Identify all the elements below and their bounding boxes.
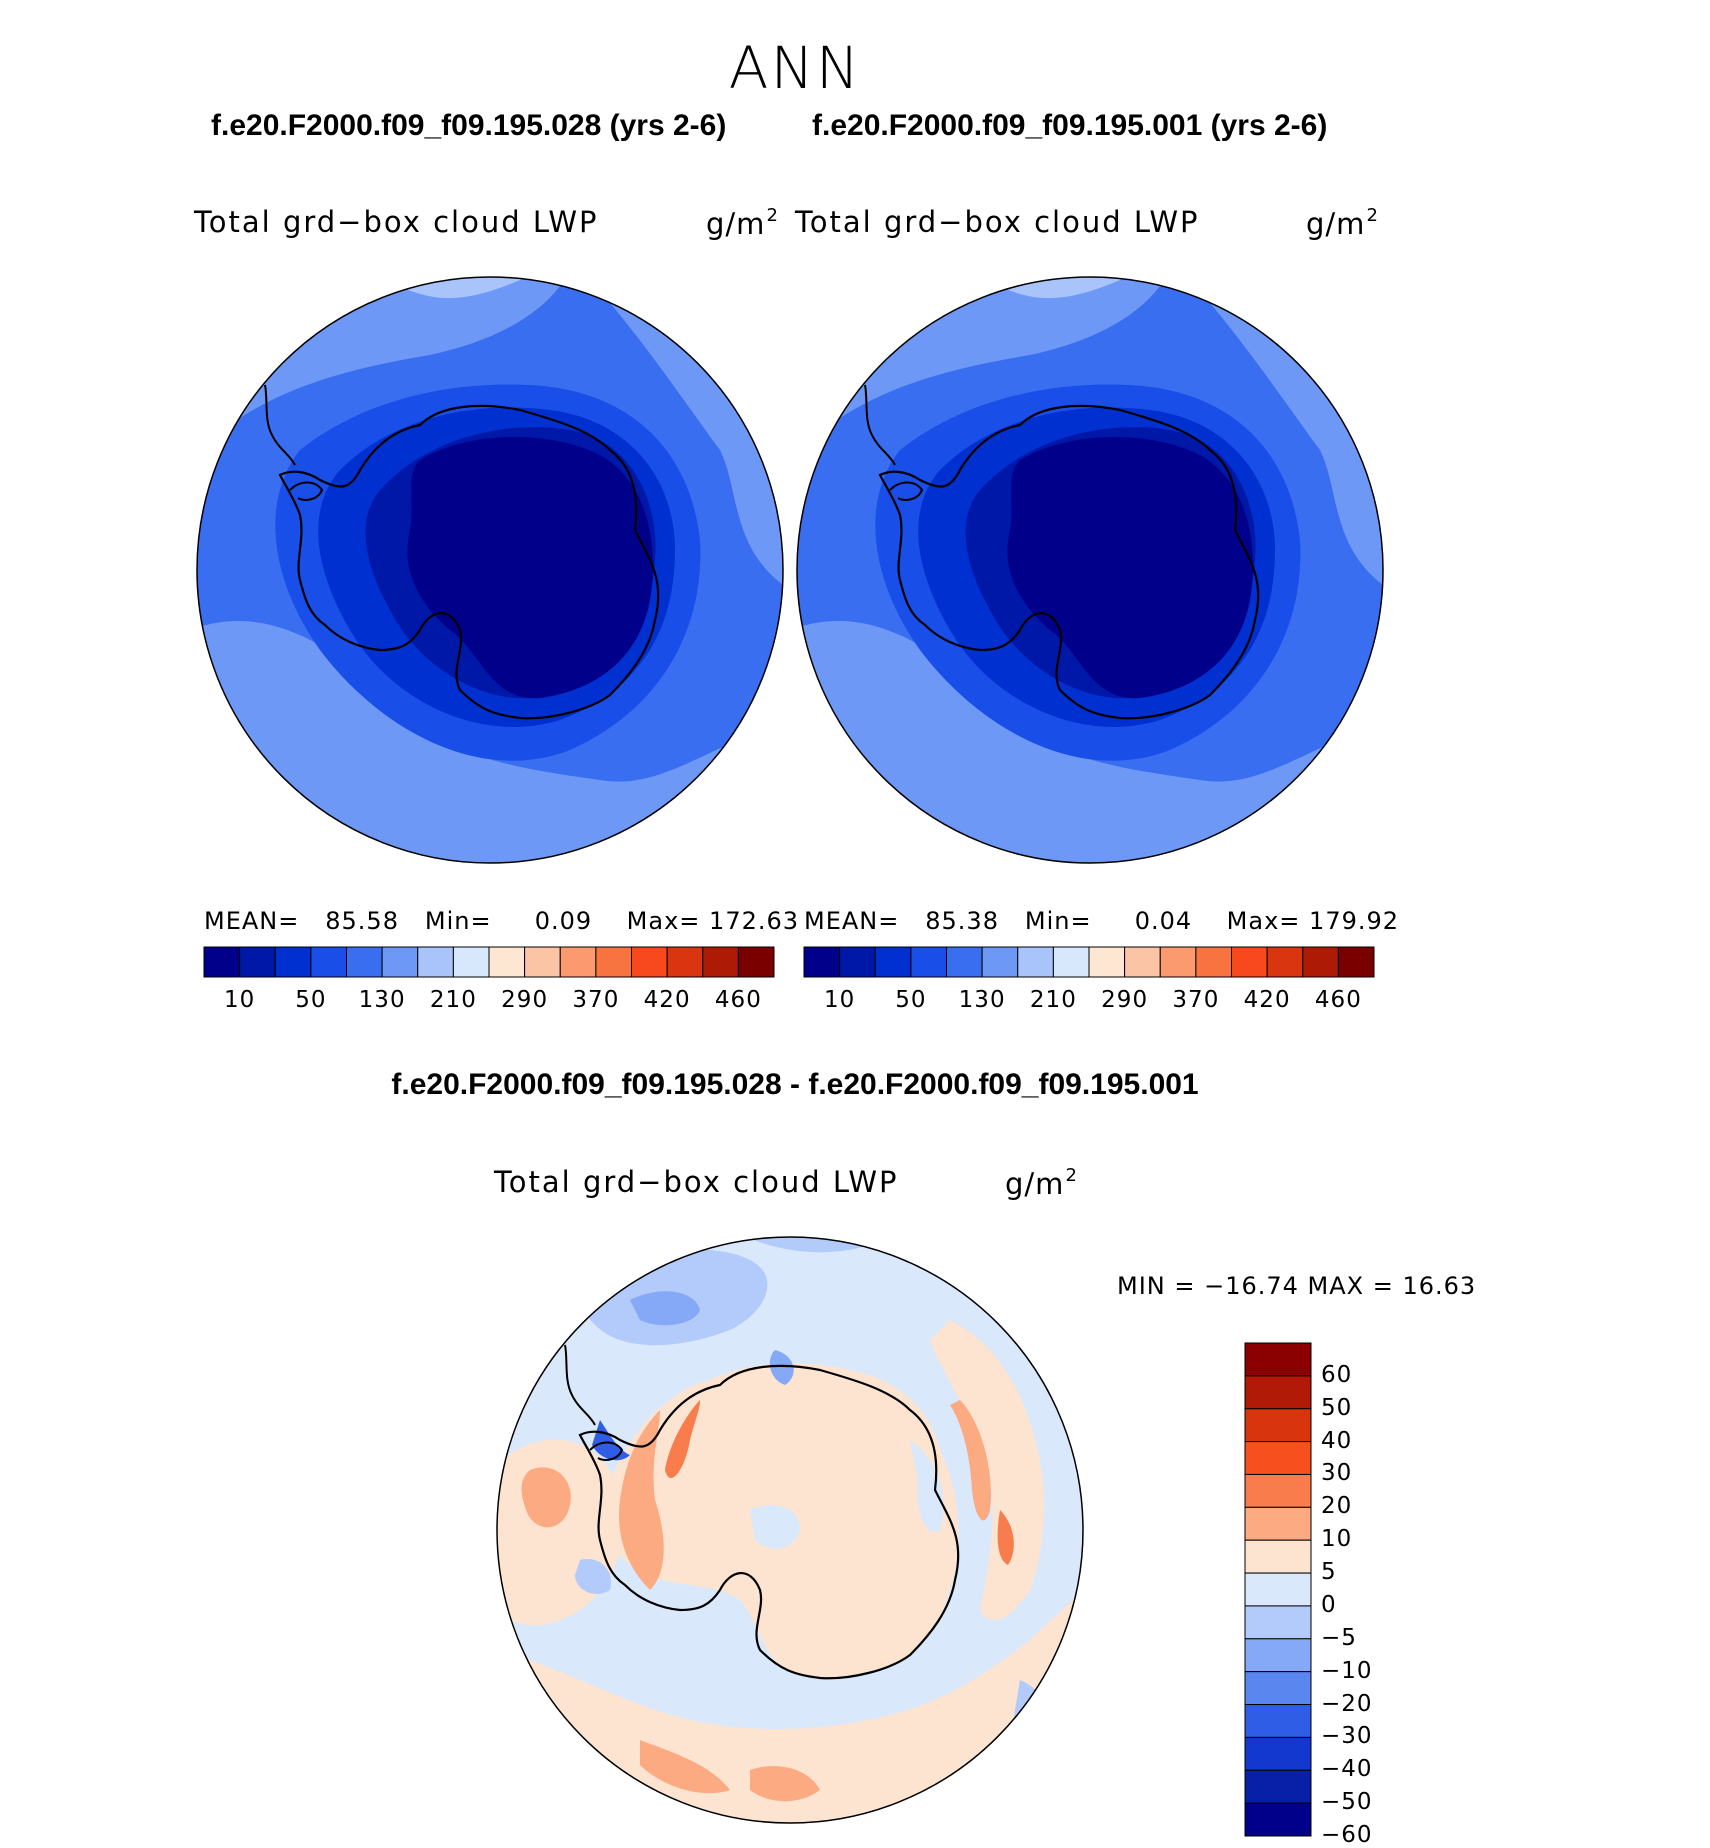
colorbar-swatch: [1302, 946, 1339, 978]
colorbar-swatch: [1244, 1408, 1312, 1443]
stats-left: MEAN= 85.58 Min= 0.09 Max= 172.63: [204, 907, 800, 935]
colorbar-swatch: [239, 946, 276, 978]
colorbar-swatch: [524, 946, 561, 978]
colorbar-swatch: [1244, 1671, 1312, 1706]
colorbar-tick-label: 30: [1321, 1460, 1353, 1487]
colorbar-tick-label: −10: [1321, 1657, 1373, 1684]
colorbar-tick-label: 20: [1321, 1493, 1353, 1520]
colorbar-swatch: [1231, 946, 1268, 978]
colorbar-tick-label: 210: [1029, 987, 1077, 1013]
colorbar-tick-label: −20: [1321, 1690, 1373, 1717]
season-title: ANN: [728, 34, 862, 102]
colorbar-tick-label: 50: [1321, 1394, 1353, 1421]
colorbar-swatch: [1088, 946, 1126, 978]
colorbar-swatch: [1017, 946, 1054, 978]
colorbar-swatch: [1244, 1441, 1312, 1475]
colorbar-tick-label: 290: [501, 987, 549, 1013]
var-title-left: Total grd−box cloud LWP: [194, 205, 599, 239]
colorbar-swatch: [1195, 946, 1232, 978]
colorbar-swatch: [910, 946, 947, 978]
colorbar-swatch: [946, 946, 983, 978]
colorbar-swatch: [381, 946, 419, 978]
colorbar-swatch: [1244, 1506, 1312, 1541]
colorbar-tick-label: 10: [1321, 1526, 1353, 1553]
colorbar-tick-label: 460: [714, 987, 762, 1013]
var-title-diff: Total grd−box cloud LWP: [494, 1165, 899, 1199]
colorbar-swatch: [1244, 1572, 1312, 1607]
colorbar-tick-label: 130: [358, 987, 406, 1013]
colorbar-swatch: [559, 946, 597, 978]
colorbar-tick-label: 60: [1321, 1361, 1353, 1388]
map-border-left: [196, 276, 784, 864]
colorbar-tick-label: −5: [1321, 1624, 1357, 1651]
colorbar-swatch: [274, 946, 312, 978]
units-diff: g/m2: [1005, 1165, 1078, 1201]
colorbar-swatch: [981, 946, 1019, 978]
colorbar-tick-label: 420: [1243, 987, 1291, 1013]
colorbar-tick-label: 10: [223, 987, 256, 1013]
colorbar-swatch: [1244, 1638, 1312, 1673]
colorbar-swatch: [631, 946, 668, 978]
colorbar-swatch: [1159, 946, 1197, 978]
colorbar-swatch: [874, 946, 912, 978]
stats-right: MEAN= 85.38 Min= 0.04 Max= 179.92: [804, 907, 1400, 935]
colorbar-swatch: [1266, 946, 1304, 978]
colorbar-swatch: [595, 946, 632, 978]
colorbar-tick-label: −40: [1321, 1756, 1373, 1783]
colorbar-swatch: [702, 946, 739, 978]
difference-title: f.e20.F2000.f09_f09.195.028 - f.e20.F200…: [391, 1068, 1199, 1101]
diff-minmax: MIN = −16.74 MAX = 16.63: [1117, 1272, 1477, 1300]
colorbar-tick-label: 50: [895, 987, 927, 1013]
units-left: g/m2: [706, 205, 779, 241]
units-right: g/m2: [1306, 205, 1379, 241]
colorbar-tick-label: 210: [429, 987, 477, 1013]
colorbar-swatch: [1244, 1605, 1312, 1640]
var-title-right: Total grd−box cloud LWP: [795, 205, 1200, 239]
colorbar-diff: [1244, 1342, 1312, 1837]
colorbar-swatch: [666, 946, 704, 978]
colorbar-swatch: [839, 946, 876, 978]
case-title-right: f.e20.F2000.f09_f09.195.001 (yrs 2-6): [812, 109, 1328, 142]
colorbar-tick-label: 290: [1101, 987, 1149, 1013]
colorbar-tick-label: −50: [1321, 1789, 1373, 1816]
colorbar-swatch: [1244, 1802, 1312, 1837]
colorbar-swatch: [452, 946, 490, 978]
colorbar-swatch: [1244, 1375, 1312, 1410]
colorbar-tick-label: 10: [823, 987, 856, 1013]
colorbar-swatch: [1244, 1539, 1312, 1574]
colorbar-swatch: [203, 946, 241, 978]
map-border-right: [796, 276, 1384, 864]
colorbar-swatch: [310, 946, 347, 978]
colorbar-swatch: [488, 946, 526, 978]
colorbar-tick-label: 420: [643, 987, 691, 1013]
colorbar-tick-label: −30: [1321, 1723, 1373, 1750]
colorbar-swatch: [1244, 1342, 1312, 1377]
colorbar-left: [203, 946, 775, 978]
colorbar-swatch: [1124, 946, 1161, 978]
colorbar-right: [803, 946, 1375, 978]
colorbar-tick-label: 460: [1314, 987, 1362, 1013]
colorbar-tick-label: 50: [295, 987, 327, 1013]
colorbar-swatch: [1244, 1736, 1312, 1771]
colorbar-swatch: [1337, 946, 1375, 978]
colorbar-swatch: [417, 946, 454, 978]
colorbar-swatch: [1244, 1769, 1312, 1804]
colorbar-swatch: [1244, 1704, 1312, 1738]
case-title-left: f.e20.F2000.f09_f09.195.028 (yrs 2-6): [211, 109, 727, 142]
colorbar-tick-label: 0: [1321, 1591, 1337, 1618]
colorbar-swatch: [1052, 946, 1090, 978]
colorbar-swatch: [1244, 1473, 1312, 1508]
colorbar-tick-label: 5: [1321, 1559, 1337, 1586]
colorbar-tick-label: 130: [958, 987, 1006, 1013]
map-border-diff: [496, 1236, 1084, 1824]
colorbar-tick-label: 370: [1172, 987, 1220, 1013]
colorbar-tick-label: 370: [572, 987, 620, 1013]
colorbar-tick-label: −60: [1321, 1822, 1373, 1848]
colorbar-swatch: [346, 946, 383, 978]
colorbar-swatch: [803, 946, 841, 978]
colorbar-swatch: [737, 946, 775, 978]
colorbar-tick-label: 40: [1321, 1427, 1353, 1454]
